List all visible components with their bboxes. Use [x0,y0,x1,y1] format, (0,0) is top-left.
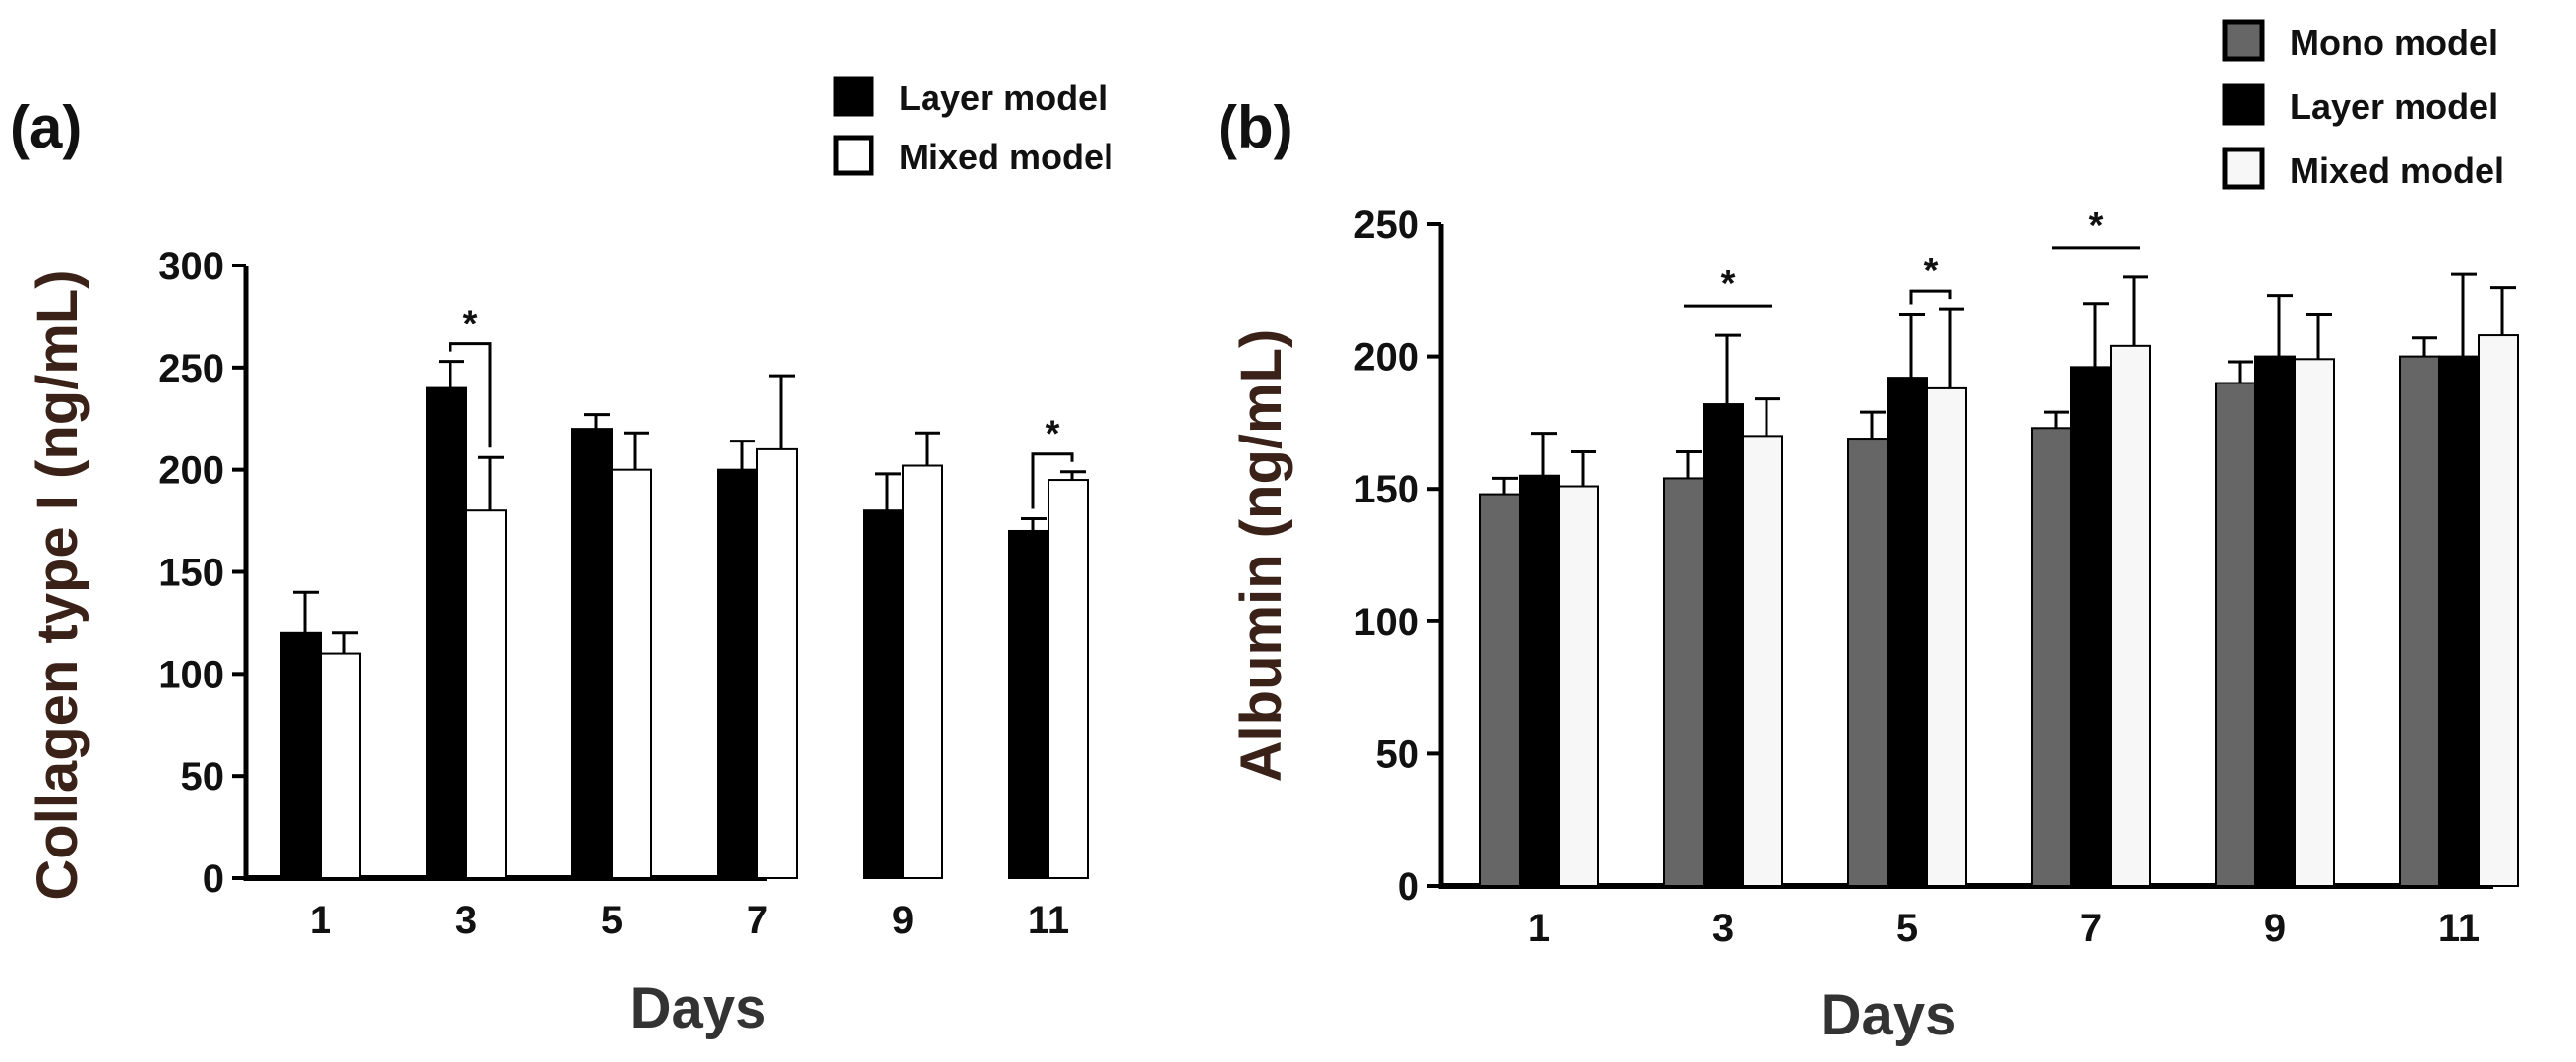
x-tick-label-b: 9 [2264,907,2286,950]
bar-b [2478,334,2519,887]
legend-swatch-a [833,76,874,117]
legend-a: Layer model Mixed model [833,76,1113,177]
bar-b [1663,477,1705,887]
significance-star-b: * [1721,264,1736,305]
x-axis-b: 1 3 5 7 9 11 [1439,883,2493,950]
x-axis-a: 1 3 5 7 9 11 [244,875,1069,942]
bar-a [426,386,467,879]
bar-a [320,652,361,879]
bar-b [2215,382,2256,887]
y-tick-label-a: 150 [158,552,224,595]
bar-a [717,468,758,879]
bar-b [1519,474,1560,887]
bar-b [2070,366,2112,888]
y-tick-label-a: 100 [158,653,224,696]
y-axis-title-a: Collagen type I (ng/mL) [26,269,90,900]
y-tick-label-a: 50 [181,755,225,798]
x-tick-label-a: 7 [747,899,768,942]
x-tick-label-a: 3 [455,899,477,942]
y-axis-b: 0 50 100 150 200 250 [1353,204,1444,909]
bar-b [1887,377,1928,887]
bar-b [1926,386,1967,887]
bar-a [611,468,652,879]
bar-a [902,464,943,879]
legend-b: Mono model Layer model Mixed model [2222,19,2504,191]
bar-b [1847,438,1888,887]
significance-star-b: * [1924,251,1939,292]
bar-b [1742,435,1783,887]
panel-label-b: (b) [1218,94,1293,160]
significance-a: ** [449,304,1074,509]
significance-star-a: * [463,304,478,345]
y-tick-label-a: 0 [203,857,224,901]
bar-a [863,509,904,879]
y-axis-a: 0 50 100 150 200 250 300 [158,245,249,901]
panel-a: (a) Collagen type I (ng/mL) Days 0 50 100 1… [10,76,1113,1040]
significance-b: * * * [1684,206,2140,308]
bar-b [1703,403,1744,887]
bar-b [2399,355,2440,888]
legend-label-a: Layer model [899,78,1108,118]
legend-label-b: Layer model [2290,87,2498,127]
legend-swatch-a [833,135,874,176]
x-tick-label-a: 5 [601,899,623,942]
y-axis-title-b: Albumin (ng/mL) [1229,329,1293,783]
bar-b [2031,427,2072,887]
bar-a [465,509,507,879]
y-tick-label-b: 50 [1376,733,1420,776]
bar-a [756,447,798,879]
bar-b [1558,485,1599,887]
legend-label-a: Mixed model [899,137,1113,177]
x-axis-title-b: Days [1821,983,1957,1047]
x-tick-label-b: 5 [1896,907,1918,950]
bar-b [2438,355,2480,888]
x-tick-label-a: 9 [892,899,914,942]
legend-label-b: Mixed model [2290,150,2504,191]
significance-bracket-a [1031,452,1074,509]
panel-label-a: (a) [10,94,82,160]
bars-b [1479,272,2519,888]
y-tick-label-b: 0 [1398,865,1419,909]
bar-a [280,631,322,879]
y-tick-label-a: 300 [158,245,224,288]
bar-b [1479,493,1521,887]
y-tick-label-b: 250 [1353,204,1419,247]
bar-a [1008,529,1049,879]
x-tick-label-a: 11 [1028,899,1069,942]
bar-a [1048,479,1089,879]
x-axis-title-a: Days [630,976,767,1040]
legend-swatch-b [2222,19,2265,62]
legend-swatch-b [2222,147,2265,190]
x-tick-label-b: 7 [2080,907,2102,950]
y-tick-label-a: 250 [158,347,224,390]
significance-star-a: * [1046,414,1060,455]
y-tick-label-b: 200 [1353,336,1419,380]
x-tick-label-b: 3 [1712,907,1734,950]
legend-swatch-b [2222,83,2265,126]
significance-bracket-a [449,342,492,448]
bar-b [2254,355,2296,888]
significance-bracket-b [1909,289,1952,305]
bars-a [280,360,1089,879]
x-tick-label-a: 1 [310,899,331,942]
y-tick-label-b: 100 [1353,601,1419,644]
bar-b [2294,358,2335,887]
bar-a [571,428,613,879]
bar-b [2110,344,2151,888]
significance-star-b: * [2089,206,2104,247]
x-tick-label-b: 1 [1528,907,1550,950]
y-tick-label-b: 150 [1353,468,1419,511]
y-tick-label-a: 200 [158,449,224,493]
x-tick-label-b: 11 [2438,907,2480,950]
legend-label-b: Mono model [2290,23,2498,63]
panel-b: (b) Albumin (ng/mL) Days 0 50 100 150 200 250… [1218,19,2519,1047]
